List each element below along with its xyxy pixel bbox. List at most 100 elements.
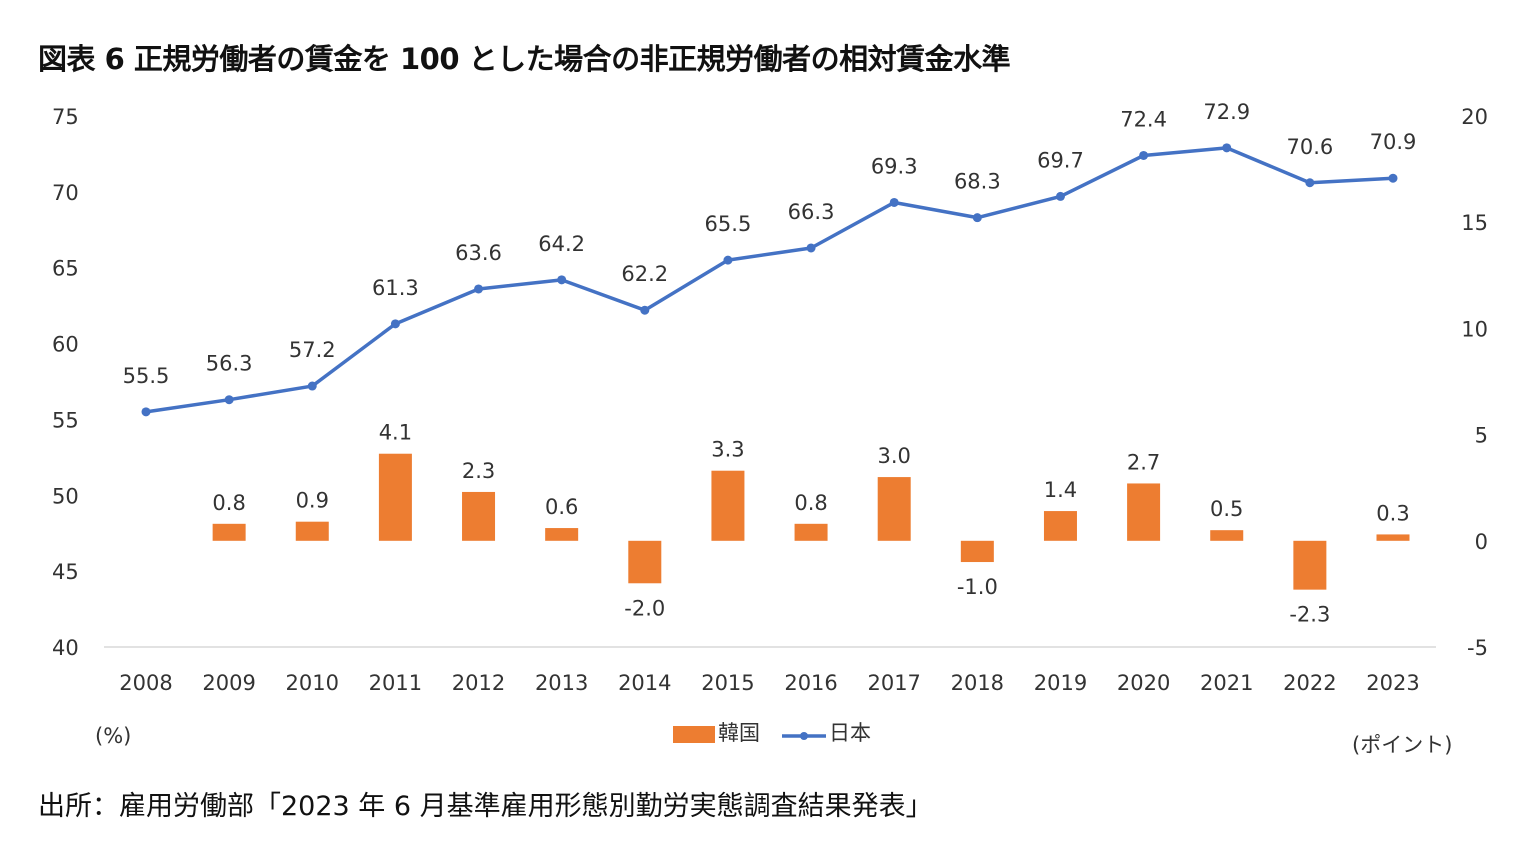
line-point [224, 395, 234, 405]
line-point [141, 407, 151, 417]
line-series [145, 146, 1394, 414]
line-point [557, 275, 567, 285]
line-data-label: 68.3 [954, 170, 1001, 194]
right-axis-unit: (ポイント) [1352, 733, 1452, 757]
bar [711, 470, 745, 541]
line-point [972, 213, 982, 223]
x-axis-tick: 2019 [1034, 671, 1087, 695]
source-note: 出所：雇用労働部「2023 年 6 月基準雇用形態別勤労実態調査結果発表」 [38, 791, 933, 822]
line-point [390, 319, 400, 329]
bar-data-label: -2.3 [1289, 603, 1330, 627]
line-data-label: 69.3 [871, 154, 918, 178]
bar-data-label: 0.3 [1376, 501, 1409, 525]
right-axis-tick: 20 [1461, 105, 1488, 129]
x-axis-tick: 2021 [1200, 671, 1253, 695]
x-axis-tick: 2013 [535, 671, 588, 695]
line-data-label: 61.3 [372, 276, 419, 300]
line-data-label: 63.6 [455, 241, 502, 265]
bar [628, 540, 662, 584]
bar [794, 523, 828, 541]
bar [1043, 511, 1077, 541]
x-axis-tick: 2011 [369, 671, 422, 695]
line-data-label: 64.2 [538, 232, 585, 256]
line-data-label: 62.2 [621, 262, 668, 286]
bar-data-label: 0.8 [212, 491, 245, 515]
left-axis-tick: 40 [52, 636, 79, 660]
bar-data-label: 0.9 [296, 489, 329, 513]
line-point [640, 305, 650, 315]
bar [378, 453, 412, 541]
right-axis-tick: 10 [1461, 317, 1488, 341]
left-axis-tick: 55 [52, 408, 79, 432]
line-point [1305, 178, 1315, 188]
x-axis-tick: 2017 [867, 671, 920, 695]
bar [877, 477, 911, 541]
x-axis-tick: 2015 [701, 671, 754, 695]
left-axis-tick: 75 [52, 105, 79, 129]
line-data-label: 72.9 [1203, 100, 1250, 124]
bar-data-label: -2.0 [624, 596, 665, 620]
bar-data-label: 3.3 [711, 438, 744, 462]
line-data-label: 69.7 [1037, 148, 1084, 172]
bar [960, 540, 994, 563]
right-axis-tick: 0 [1475, 530, 1488, 554]
line-data-label: 70.9 [1370, 130, 1417, 154]
bar [462, 491, 496, 541]
x-axis-tick: 2020 [1117, 671, 1170, 695]
line-point [723, 255, 733, 265]
line-data-label: 66.3 [788, 200, 835, 224]
line-point [1139, 150, 1149, 160]
right-axis-tick: -5 [1467, 636, 1488, 660]
x-axis-tick: 2012 [452, 671, 505, 695]
legend-bar-swatch [673, 726, 715, 743]
line-point [1222, 143, 1232, 153]
left-axis-tick: 45 [52, 560, 79, 584]
bar-data-label: 0.8 [794, 491, 827, 515]
x-axis-tick: 2022 [1283, 671, 1336, 695]
line-point [1055, 191, 1065, 201]
x-axis-tick: 2016 [784, 671, 837, 695]
bar [1376, 534, 1410, 541]
x-axis-tick: 2023 [1366, 671, 1419, 695]
left-axis-tick: 50 [52, 484, 79, 508]
bar [545, 528, 579, 541]
right-axis-tick: 5 [1475, 424, 1488, 448]
x-axis-tick: 2018 [951, 671, 1004, 695]
bar [295, 521, 329, 541]
bar [212, 523, 246, 541]
line-data-label: 56.3 [206, 352, 253, 376]
line-point [1388, 173, 1398, 183]
line-data-label: 65.5 [705, 212, 752, 236]
x-axis-tick: 2014 [618, 671, 671, 695]
line-point [474, 284, 484, 294]
line-data-label: 70.6 [1286, 135, 1333, 159]
line-data-label: 55.5 [123, 364, 170, 388]
left-axis-unit: (%) [95, 724, 131, 748]
line-data-label: 57.2 [289, 338, 336, 362]
line-point [889, 197, 899, 207]
left-axis-tick: 65 [52, 257, 79, 281]
bar [1210, 530, 1244, 541]
right-axis-tick: 15 [1461, 211, 1488, 235]
legend-bar-label: 韓国 [718, 721, 760, 745]
bar-data-label: 4.1 [379, 421, 412, 445]
x-axis-tick: 2008 [119, 671, 172, 695]
bar-data-label: 2.7 [1127, 450, 1160, 474]
bar-data-label: 2.3 [462, 459, 495, 483]
left-axis-tick: 70 [52, 181, 79, 205]
bar [1127, 483, 1161, 541]
bar-data-label: 1.4 [1044, 478, 1077, 502]
bar-data-label: 0.5 [1210, 497, 1243, 521]
left-axis-tick: 60 [52, 333, 79, 357]
legend-line-marker [800, 732, 808, 740]
bar-data-label: 3.0 [877, 444, 910, 468]
bar-data-label: 0.6 [545, 495, 578, 519]
bar [1293, 540, 1327, 590]
line-point [307, 381, 317, 391]
line-point [806, 243, 816, 253]
chart-title: 図表 6 正規労働者の賃金を 100 とした場合の非正規労働者の相対賃金水準 [38, 42, 1011, 76]
legend-line-label: 日本 [829, 721, 871, 745]
line-data-label: 72.4 [1120, 107, 1167, 131]
x-axis-tick: 2009 [202, 671, 255, 695]
